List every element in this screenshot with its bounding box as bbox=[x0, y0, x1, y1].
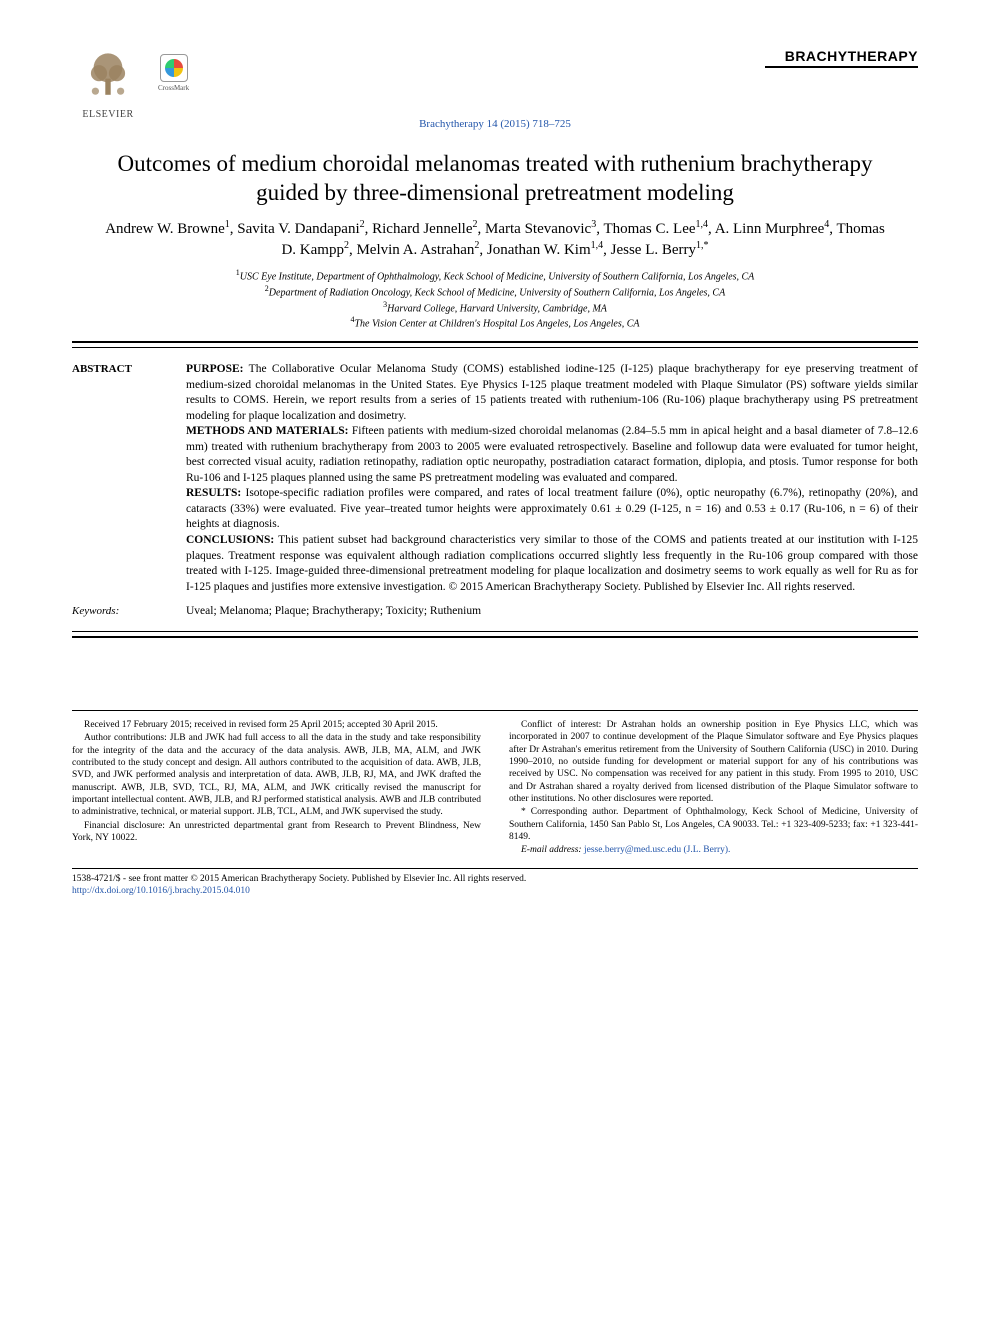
divider bbox=[72, 341, 918, 343]
keywords-label: Keywords: bbox=[72, 605, 168, 617]
divider bbox=[72, 636, 918, 638]
affiliation-list: 1USC Eye Institute, Department of Ophtha… bbox=[72, 268, 918, 331]
author-list: Andrew W. Browne1, Savita V. Dandapani2,… bbox=[102, 218, 888, 261]
crossmark-icon bbox=[160, 54, 188, 82]
affiliation: 3Harvard College, Harvard University, Ca… bbox=[72, 300, 918, 316]
results-label: RESULTS: bbox=[186, 487, 241, 499]
results-text: Isotope-specific radiation profiles were… bbox=[186, 487, 918, 530]
footnotes-left-column: Received 17 February 2015; received in r… bbox=[72, 719, 481, 858]
keywords-row: Keywords: Uveal; Melanoma; Plaque; Brach… bbox=[72, 605, 918, 617]
conclusions-text: This patient subset had background chara… bbox=[186, 534, 918, 593]
footnote-paragraph: Author contributions: JLB and JWK had fu… bbox=[72, 732, 481, 818]
header-left: ELSEVIER CrossMark bbox=[72, 48, 189, 120]
footnote-paragraph: Financial disclosure: An unrestricted de… bbox=[72, 820, 481, 845]
affiliation: 2Department of Radiation Oncology, Keck … bbox=[72, 284, 918, 300]
article-title: Outcomes of medium choroidal melanomas t… bbox=[112, 150, 878, 208]
affiliation: 1USC Eye Institute, Department of Ophtha… bbox=[72, 268, 918, 284]
email-link[interactable]: jesse.berry@med.usc.edu (J.L. Berry). bbox=[584, 845, 730, 855]
purpose-text: The Collaborative Ocular Melanoma Study … bbox=[186, 363, 918, 422]
abstract-block: ABSTRACT PURPOSE: The Collaborative Ocul… bbox=[72, 362, 918, 617]
journal-reference[interactable]: Brachytherapy 14 (2015) 718–725 bbox=[72, 118, 918, 130]
conclusions-label: CONCLUSIONS: bbox=[186, 534, 274, 546]
page-footer: 1538-4721/$ - see front matter © 2015 Am… bbox=[72, 868, 918, 898]
journal-brand: BRACHYTHERAPY bbox=[765, 48, 918, 68]
page-header: ELSEVIER CrossMark BRACHYTHERAPY bbox=[72, 48, 918, 120]
keywords-text: Uveal; Melanoma; Plaque; Brachytherapy; … bbox=[186, 605, 481, 617]
abstract-label: ABSTRACT bbox=[72, 362, 168, 595]
methods-label: METHODS AND MATERIALS: bbox=[186, 425, 348, 437]
doi-link[interactable]: http://dx.doi.org/10.1016/j.brachy.2015.… bbox=[72, 886, 250, 896]
footnote-paragraph: E-mail address: jesse.berry@med.usc.edu … bbox=[509, 844, 918, 856]
crossmark-badge[interactable]: CrossMark bbox=[158, 54, 189, 92]
footnotes: Received 17 February 2015; received in r… bbox=[72, 710, 918, 858]
footnote-paragraph: Received 17 February 2015; received in r… bbox=[72, 719, 481, 731]
footnotes-right-column: Conflict of interest: Dr Astrahan holds … bbox=[509, 719, 918, 858]
affiliation: 4The Vision Center at Children's Hospita… bbox=[72, 315, 918, 331]
footnote-paragraph: * Corresponding author. Department of Op… bbox=[509, 806, 918, 843]
copyright-line: 1538-4721/$ - see front matter © 2015 Am… bbox=[72, 873, 918, 885]
divider bbox=[72, 347, 918, 348]
abstract-body: PURPOSE: The Collaborative Ocular Melano… bbox=[186, 362, 918, 595]
crossmark-label: CrossMark bbox=[158, 84, 189, 92]
footnote-paragraph: Conflict of interest: Dr Astrahan holds … bbox=[509, 719, 918, 805]
publisher-logo: ELSEVIER bbox=[72, 48, 144, 120]
divider bbox=[72, 631, 918, 632]
publisher-name: ELSEVIER bbox=[72, 109, 144, 120]
purpose-label: PURPOSE: bbox=[186, 363, 244, 375]
elsevier-tree-icon bbox=[81, 48, 135, 102]
